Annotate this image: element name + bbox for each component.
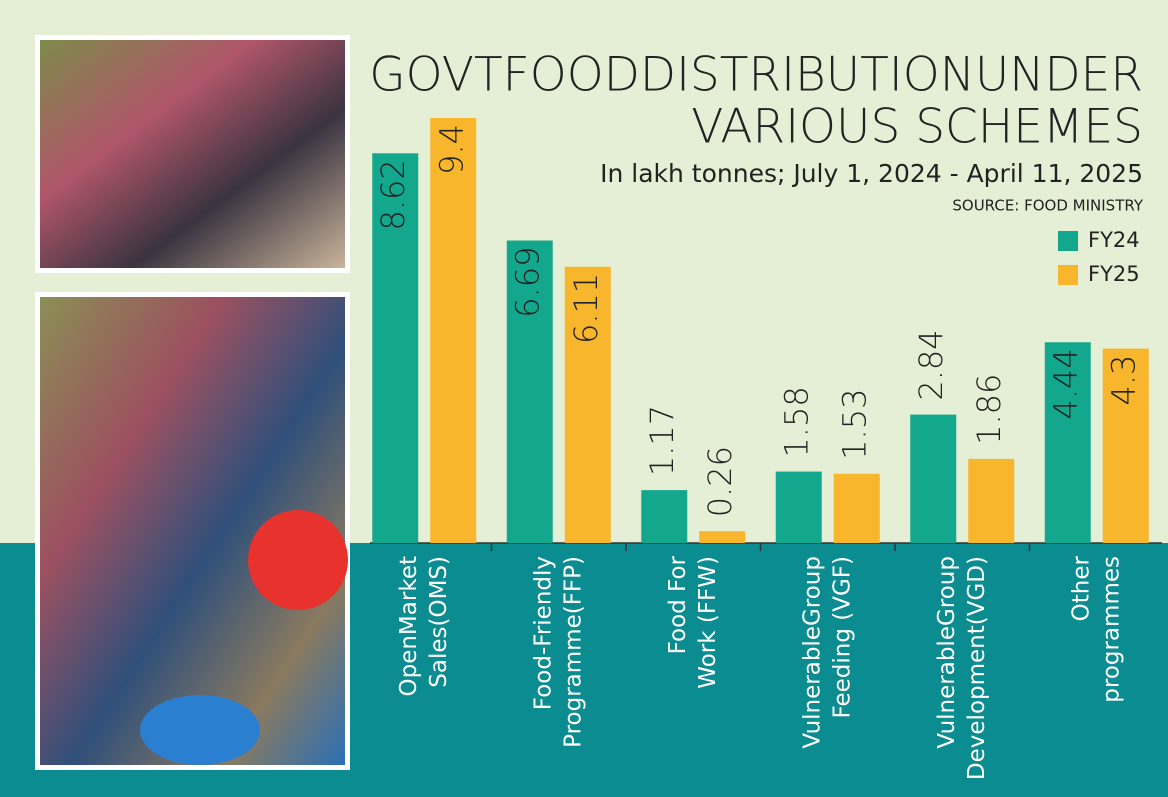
value-label: 4.3 bbox=[1105, 355, 1143, 406]
value-label: 1.17 bbox=[643, 405, 681, 476]
photo-detail bbox=[140, 695, 260, 765]
x-tick-label: Food-Friendly bbox=[530, 556, 556, 710]
x-tick-label: Work (FFW) bbox=[695, 556, 721, 689]
bar bbox=[430, 118, 476, 543]
x-tick-label: programmes bbox=[1098, 556, 1124, 703]
value-label: 8.62 bbox=[374, 159, 412, 230]
value-label: 2.84 bbox=[912, 329, 950, 400]
photo-detail bbox=[248, 510, 348, 610]
photo bbox=[40, 40, 345, 268]
value-label: 6.69 bbox=[509, 247, 547, 318]
x-tick-label: Development(VGD) bbox=[964, 556, 990, 780]
chart-subtitle: In lakh tonnes; July 1, 2024 - April 11,… bbox=[600, 159, 1143, 188]
x-tick-label: OpenMarket bbox=[396, 556, 422, 697]
x-tick-label: Sales(OMS) bbox=[426, 556, 452, 688]
value-label: 9.4 bbox=[432, 124, 470, 175]
x-tick-label: Programme(FFP) bbox=[560, 556, 586, 748]
x-tick-label: Food For bbox=[665, 555, 691, 654]
value-label: 1.58 bbox=[778, 386, 816, 457]
value-label: 0.26 bbox=[701, 446, 739, 517]
value-label: 1.53 bbox=[836, 389, 874, 460]
value-label: 6.11 bbox=[567, 273, 605, 344]
x-tick-label: VulnerableGroup bbox=[799, 556, 825, 749]
legend-swatch bbox=[1058, 231, 1078, 251]
legend-label: FY25 bbox=[1088, 262, 1140, 286]
bar bbox=[968, 459, 1014, 543]
value-label: 4.44 bbox=[1047, 348, 1085, 419]
bar bbox=[776, 472, 822, 543]
legend-swatch bbox=[1058, 265, 1078, 285]
x-tick-label: Feeding (VGF) bbox=[829, 556, 855, 718]
source: SOURCE: FOOD MINISTRY bbox=[952, 197, 1143, 215]
chart-title: VARIOUS SCHEMES bbox=[691, 100, 1143, 155]
chart-title: GOVTFOODDISTRIBUTIONUNDER bbox=[369, 48, 1143, 103]
x-tick-label: Other bbox=[1068, 555, 1094, 621]
bar bbox=[834, 474, 880, 543]
x-tick-label: VulnerableGroup bbox=[934, 556, 960, 749]
value-label: 1.86 bbox=[970, 374, 1008, 445]
bar bbox=[910, 415, 956, 543]
infographic: GOVTFOODDISTRIBUTIONUNDER VARIOUS SCHEME… bbox=[0, 0, 1168, 797]
legend-label: FY24 bbox=[1088, 228, 1140, 252]
bar bbox=[699, 531, 745, 543]
bar bbox=[641, 490, 687, 543]
